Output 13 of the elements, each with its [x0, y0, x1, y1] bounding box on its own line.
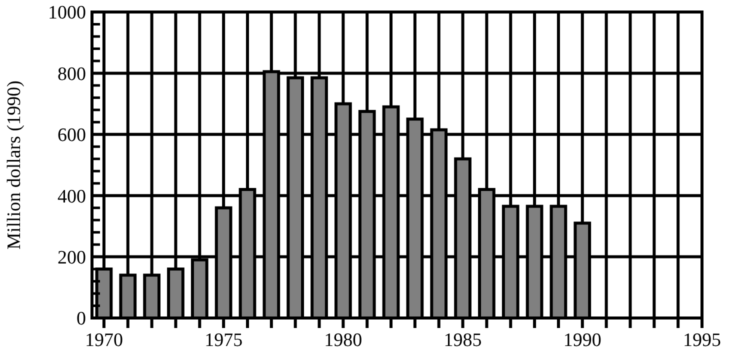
x-tick-label: 1975 — [204, 330, 243, 351]
y-tick-label: 400 — [58, 186, 86, 208]
x-tick-label: 1995 — [683, 330, 721, 351]
x-tick-label: 1985 — [444, 330, 482, 351]
x-tick-label: 1980 — [324, 330, 362, 351]
y-axis-title: Million dollars (1990) — [4, 80, 25, 250]
y-tick-label: 800 — [58, 64, 86, 85]
x-tick-label: 1990 — [563, 330, 602, 351]
x-tick-label: 1970 — [84, 330, 123, 351]
y-tick-label: 600 — [58, 125, 86, 146]
y-tick-label: 200 — [58, 247, 86, 268]
y-tick-label: 1000 — [48, 2, 86, 24]
y-tick-label: 0 — [76, 308, 86, 330]
